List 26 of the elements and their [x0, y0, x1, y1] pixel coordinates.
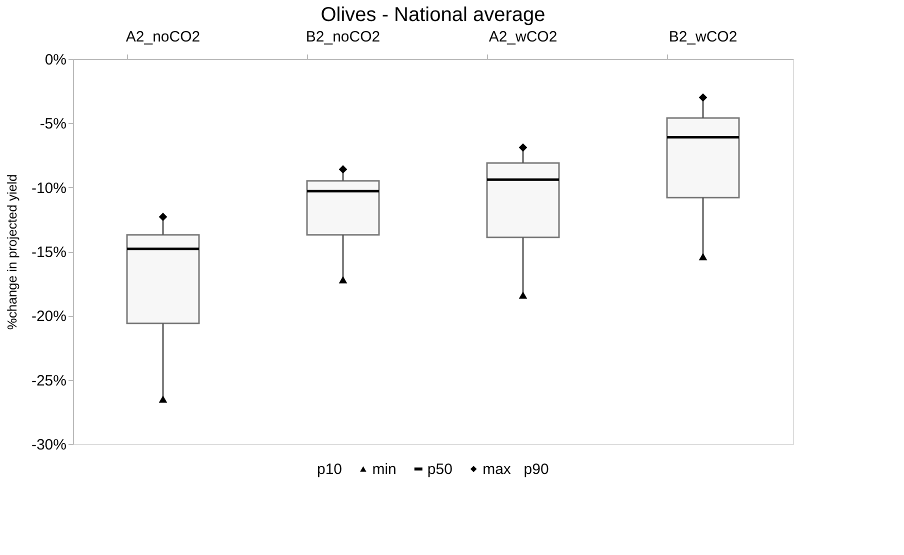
x-tick-label: B2_noCO2 [306, 28, 380, 46]
y-tick-label: -5% [40, 116, 66, 133]
point [698, 253, 708, 260]
x-tick-label: B2_wCO2 [668, 28, 738, 46]
text: p10 [317, 461, 342, 478]
y-axis-title: %change in projected yield [4, 174, 20, 330]
point [158, 395, 168, 403]
y-tick-label: -10% [31, 180, 66, 197]
y-tick-label: 0% [44, 52, 66, 68]
point [338, 165, 348, 174]
x-tick-label: A2_noCO2 [126, 28, 200, 46]
text: p90 [524, 461, 549, 478]
legend-label: min [372, 461, 396, 478]
legend-label: max [482, 461, 512, 478]
point [698, 93, 708, 102]
y-tick-label: -25% [31, 372, 66, 390]
point [518, 143, 528, 152]
chart-title: Olives - National average [320, 4, 546, 26]
y-tick-label: -15% [31, 244, 66, 261]
point [518, 292, 528, 299]
y-tick-label: -20% [31, 308, 66, 326]
point [158, 212, 168, 222]
text: p50 [427, 461, 452, 478]
x-tick-label: A2_wCO2 [488, 28, 558, 46]
y-tick-label: -30% [31, 436, 66, 454]
point [338, 276, 348, 284]
